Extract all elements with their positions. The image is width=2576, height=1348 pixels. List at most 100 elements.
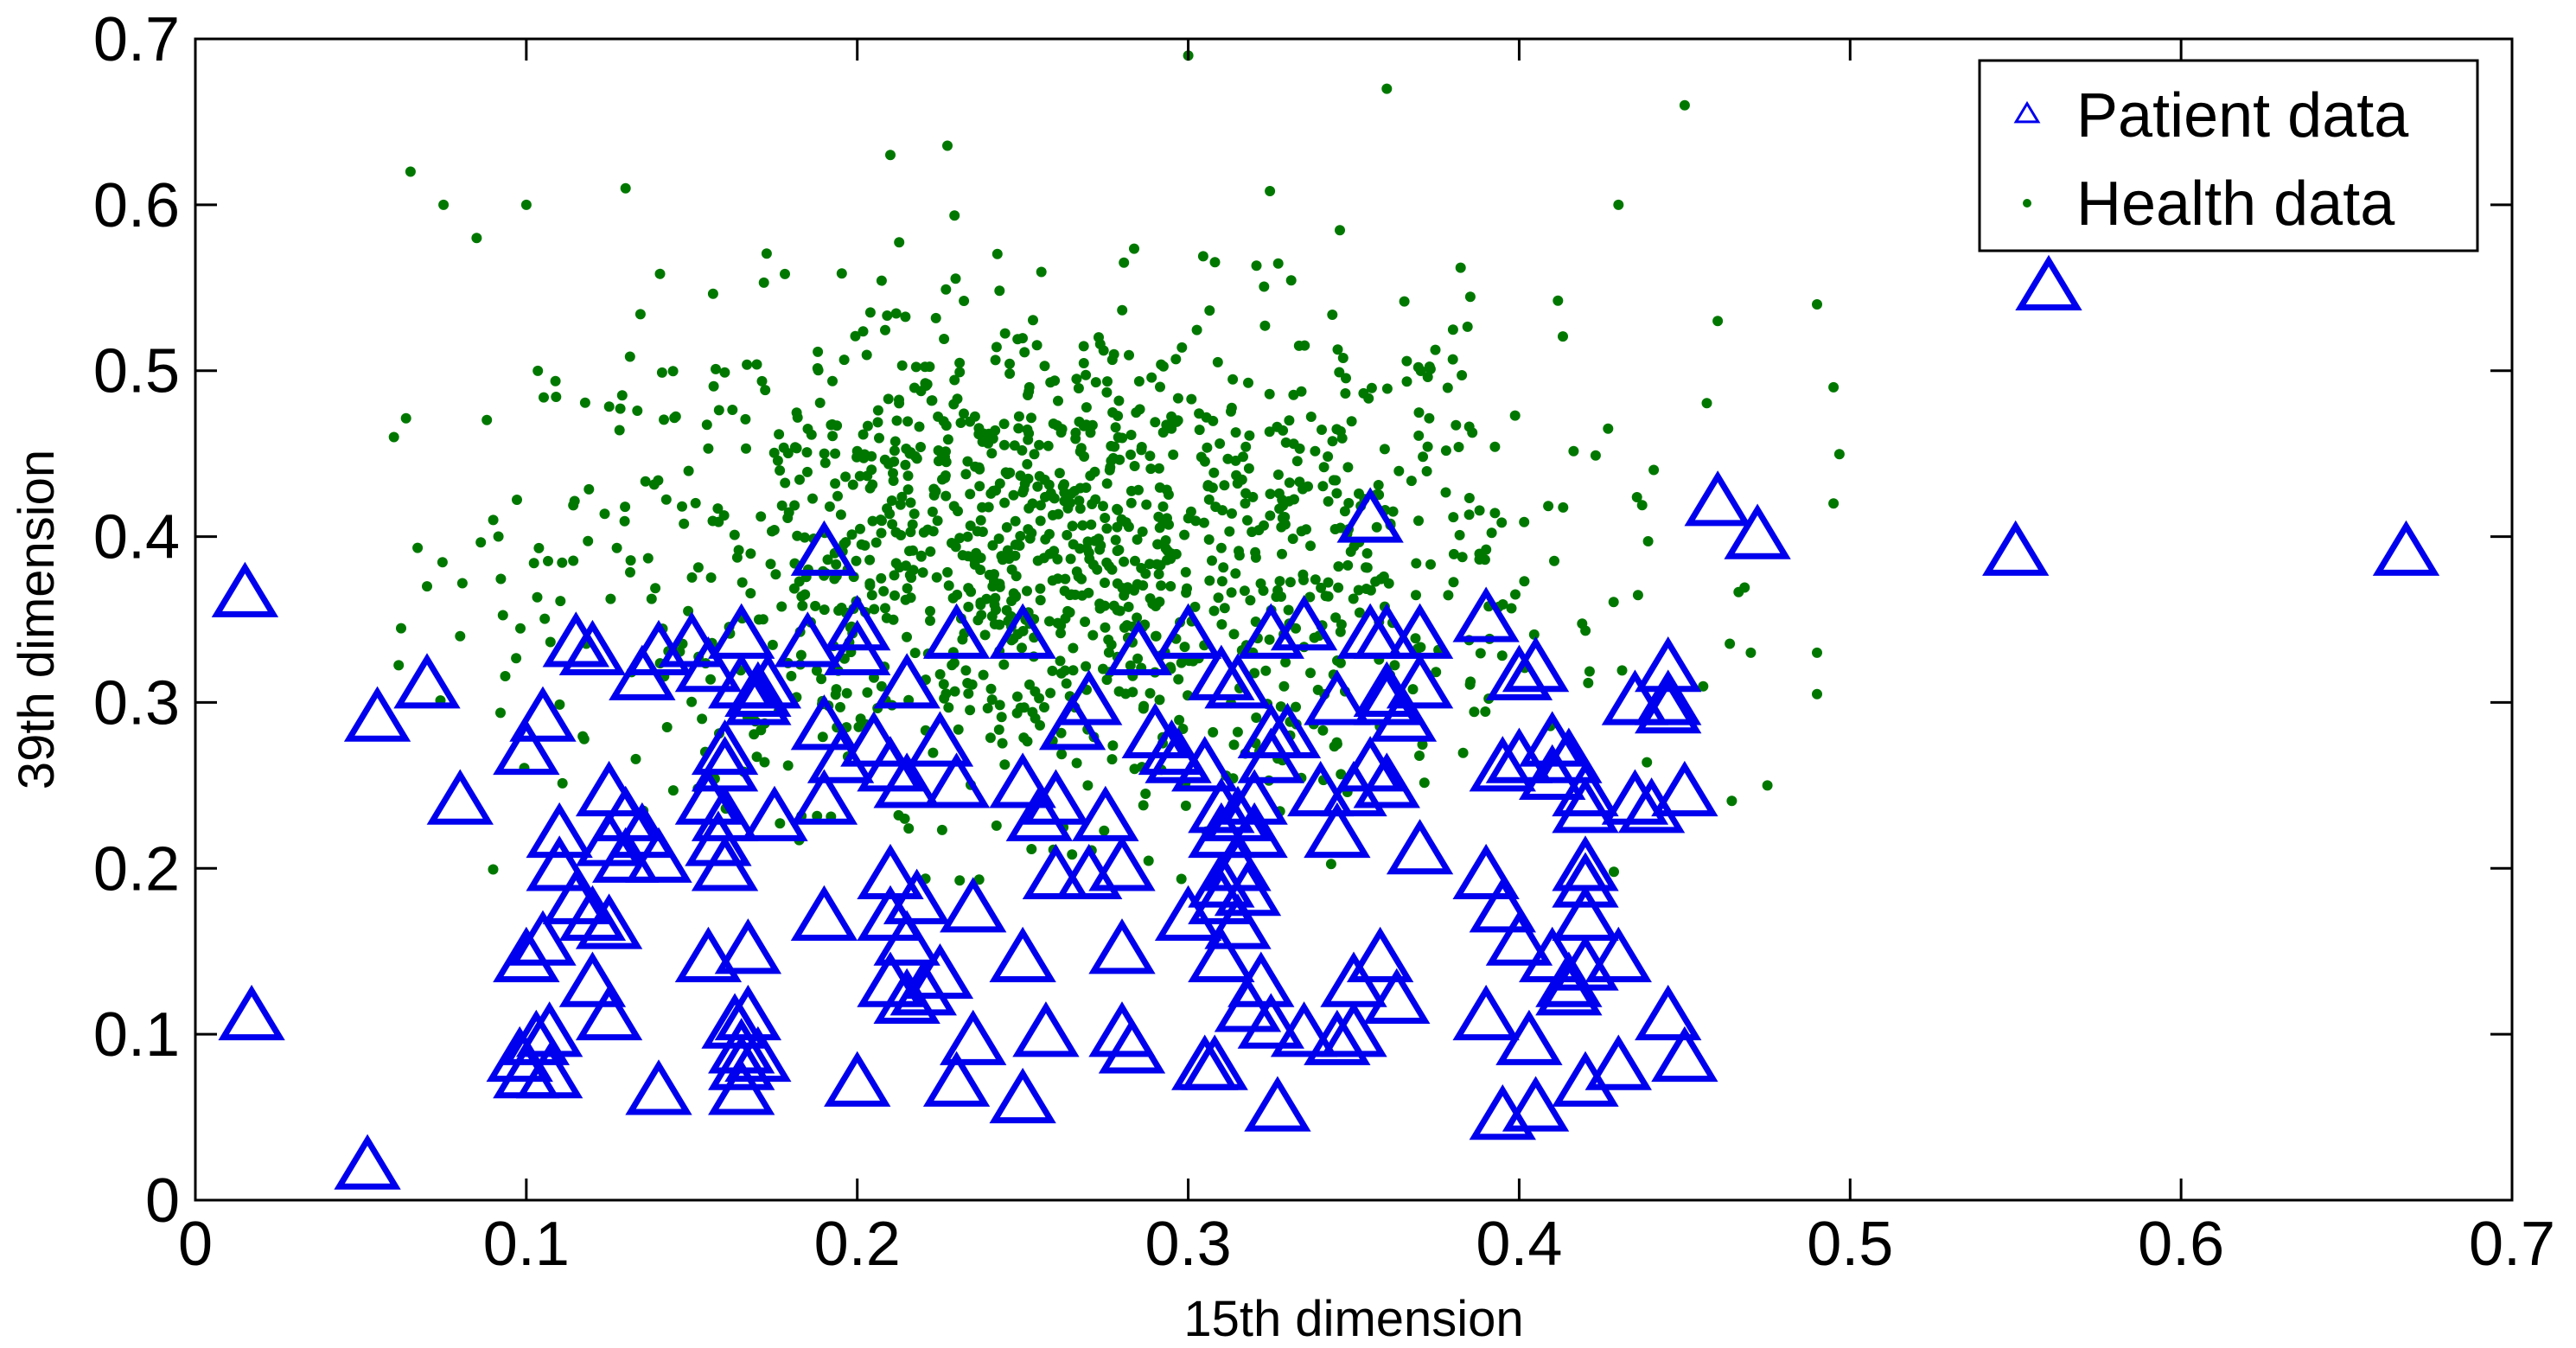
health-data-point xyxy=(1528,629,1540,640)
health-data-point xyxy=(1425,559,1436,570)
health-data-point xyxy=(579,397,590,408)
health-data-point xyxy=(1340,388,1351,399)
health-data-point xyxy=(949,686,960,697)
patient-data-point xyxy=(790,520,858,576)
health-data-point xyxy=(1812,299,1822,310)
health-data-point xyxy=(872,405,883,416)
health-data-point xyxy=(1034,470,1045,482)
health-data-point xyxy=(1151,601,1161,611)
health-data-point xyxy=(1165,553,1176,565)
health-data-point xyxy=(1071,757,1082,769)
health-data-point xyxy=(1215,542,1227,553)
health-data-point xyxy=(1172,393,1183,404)
health-data-point xyxy=(1264,634,1275,645)
health-data-point xyxy=(1203,534,1215,545)
health-data-point xyxy=(1277,548,1287,559)
health-data-point xyxy=(583,483,595,495)
patient-data-point xyxy=(906,711,974,767)
health-data-point xyxy=(1584,666,1595,677)
health-data-point xyxy=(819,448,830,459)
health-data-point xyxy=(1333,561,1344,572)
health-data-point xyxy=(1098,663,1108,674)
health-data-point xyxy=(1251,712,1262,723)
health-data-point xyxy=(1082,780,1094,791)
health-data-point xyxy=(1201,412,1212,423)
health-data-point xyxy=(686,572,698,583)
health-data-point xyxy=(918,527,929,538)
health-data-point xyxy=(1323,451,1334,462)
health-data-point xyxy=(917,567,928,578)
health-data-point xyxy=(1251,260,1262,272)
health-data-point xyxy=(938,679,949,690)
health-data-point xyxy=(545,636,556,648)
health-data-point xyxy=(1245,595,1256,606)
patient-data-point xyxy=(1601,669,1669,725)
health-data-point xyxy=(1076,590,1087,601)
health-data-point xyxy=(900,594,911,605)
health-data-point xyxy=(1209,257,1221,268)
health-data-point xyxy=(620,502,631,513)
patient-data-point xyxy=(940,1009,1007,1065)
x-tick-label: 0.1 xyxy=(483,1210,570,1279)
health-data-point xyxy=(1001,604,1012,616)
health-data-point xyxy=(1151,630,1161,642)
patient-data-point xyxy=(714,918,782,974)
health-data-point xyxy=(791,407,802,418)
health-data-point xyxy=(1568,445,1579,457)
health-data-point xyxy=(924,361,935,373)
health-data-point xyxy=(994,478,1005,489)
health-data-point xyxy=(1202,442,1213,453)
health-data-point xyxy=(1294,443,1305,454)
health-data-point xyxy=(1519,516,1530,527)
health-data-point xyxy=(1092,564,1103,575)
health-data-point xyxy=(933,411,944,422)
health-data-point xyxy=(1480,706,1491,717)
health-data-point xyxy=(1250,546,1261,558)
health-data-point xyxy=(1210,502,1221,513)
patient-data-point xyxy=(1452,586,1520,642)
health-data-point xyxy=(1726,795,1738,807)
y-tick-label: 0.7 xyxy=(93,5,180,74)
health-data-point xyxy=(999,497,1011,508)
patient-data-point xyxy=(1336,487,1404,543)
patient-data-point xyxy=(1221,802,1288,859)
health-data-point xyxy=(1323,577,1334,588)
health-data-point xyxy=(1080,617,1091,628)
health-data-point xyxy=(1291,701,1301,712)
health-data-point xyxy=(971,547,982,559)
health-data-point xyxy=(942,566,953,578)
health-data-point xyxy=(1422,441,1433,452)
health-data-point xyxy=(876,527,887,539)
health-data-point xyxy=(520,199,532,210)
patient-data-point xyxy=(989,1067,1056,1124)
health-data-point xyxy=(599,508,610,520)
health-data-point xyxy=(1103,647,1114,658)
health-data-point xyxy=(858,326,869,337)
health-data-point xyxy=(1053,395,1063,406)
health-data-point xyxy=(947,538,957,548)
health-data-point xyxy=(1189,601,1201,612)
health-data-point xyxy=(1443,590,1454,601)
health-data-point xyxy=(1129,243,1139,254)
health-data-point xyxy=(927,506,938,517)
health-data-point xyxy=(1259,281,1270,292)
health-data-point xyxy=(840,471,851,482)
patient-data-point xyxy=(922,603,991,659)
health-data-point xyxy=(1047,509,1058,521)
patient-data-point xyxy=(741,785,808,841)
health-data-point xyxy=(1146,372,1157,383)
patient-data-point xyxy=(1005,785,1073,841)
health-data-point xyxy=(757,614,768,625)
patient-data-point xyxy=(1055,669,1123,725)
health-data-point xyxy=(742,359,753,370)
health-data-point xyxy=(1101,674,1113,686)
health-data-point xyxy=(1110,534,1121,546)
health-data-point xyxy=(875,514,886,526)
health-data-point xyxy=(703,443,714,454)
health-data-point xyxy=(1180,566,1191,578)
health-data-point xyxy=(1725,638,1736,649)
health-data-point xyxy=(1260,665,1272,676)
health-data-point xyxy=(978,669,989,680)
health-data-point xyxy=(543,555,553,566)
patient-data-point xyxy=(724,661,792,718)
